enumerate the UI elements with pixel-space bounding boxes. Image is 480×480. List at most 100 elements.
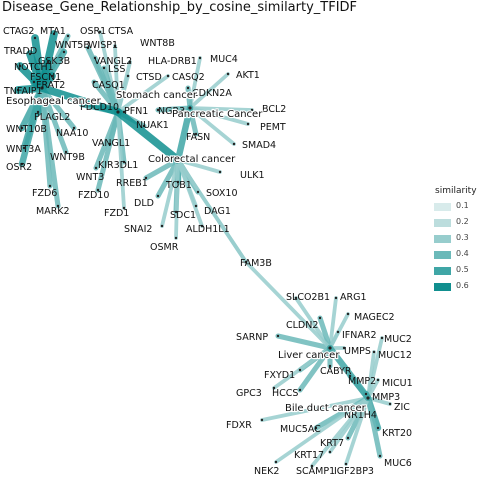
gene-node	[342, 346, 346, 350]
edge	[18, 84, 46, 168]
gene-node	[62, 50, 66, 54]
gene-label: WNT10B	[6, 124, 47, 135]
legend-label: 0.1	[456, 201, 469, 210]
gene-label: SCAMP1	[296, 466, 335, 477]
gene-label: FXYD1	[264, 370, 295, 381]
gene-label: NEK2	[254, 466, 279, 477]
gene-label: SOX10	[206, 188, 238, 199]
gene-node	[372, 350, 376, 354]
gene-node	[126, 74, 130, 78]
gene-node	[272, 386, 276, 390]
edge	[113, 44, 120, 114]
gene-node	[298, 388, 302, 392]
gene-label: TNFAIP1	[3, 86, 43, 97]
disease-label: Esophageal cancer	[6, 96, 102, 107]
gene-label: NOTCH1	[14, 62, 54, 73]
gene-label: ZIC	[394, 402, 410, 413]
edge	[272, 346, 332, 390]
similarity-legend: similarity 0.1 0.2 0.3 0.4 0.5 0.6	[432, 186, 478, 295]
gene-node	[98, 30, 102, 34]
edge	[365, 395, 383, 459]
gene-node	[20, 126, 24, 130]
legend-item: 0.3	[432, 231, 478, 247]
gene-label: WNT3A	[6, 144, 41, 155]
gene-node	[160, 224, 164, 228]
edge	[297, 345, 333, 393]
gene-node	[122, 110, 126, 114]
disease-node	[188, 106, 192, 110]
gene-label: MARK2	[36, 206, 70, 217]
edge	[38, 84, 122, 116]
gene-node	[16, 88, 20, 92]
gene-node	[358, 406, 362, 410]
gene-node	[122, 206, 126, 210]
gene-node	[176, 180, 180, 184]
legend-label: 0.4	[456, 249, 469, 258]
edge	[260, 396, 370, 422]
gene-label: FASN	[186, 132, 210, 143]
gene-label: UMPS	[344, 346, 371, 357]
gene-label: CTSA	[108, 26, 134, 37]
legend-title: similarity	[435, 186, 477, 196]
gene-label: SLCO2B1	[286, 292, 330, 303]
gene-label: FZD10	[78, 190, 109, 201]
gene-label: CTSD	[136, 72, 162, 83]
gene-node	[274, 460, 278, 464]
edge	[176, 158, 248, 264]
edge	[188, 106, 250, 126]
gene-label: OSR1	[80, 26, 106, 37]
gene-node	[128, 60, 132, 64]
gene-label: SMAD4	[242, 140, 276, 151]
gene-node	[246, 122, 250, 126]
gene-node	[200, 224, 204, 228]
gene-label: CDKN2A	[192, 88, 232, 99]
edge	[344, 396, 370, 466]
legend-item: 0.6	[432, 279, 478, 295]
gene-node	[92, 80, 96, 84]
node-layer	[16, 30, 392, 468]
plot-title: Disease_Gene_Relationship_by_cosine_simi…	[2, 0, 358, 15]
edge	[244, 260, 332, 350]
gene-label: GSK3B	[38, 56, 70, 67]
gene-node	[244, 260, 248, 264]
gene-label: MMP3	[372, 392, 400, 403]
gene-node	[46, 60, 50, 64]
gene-node	[174, 210, 178, 214]
gene-node	[344, 462, 348, 466]
edge	[310, 396, 370, 468]
disease-label: Pancreatic Cancer	[172, 109, 263, 120]
gene-node	[250, 108, 254, 112]
gene-node	[314, 426, 318, 430]
gene-node	[28, 52, 32, 56]
edge	[275, 333, 333, 351]
gene-node	[328, 450, 332, 454]
legend-key	[434, 280, 451, 294]
gene-label: WNT3	[76, 172, 104, 183]
gene-label: FSCN1	[30, 72, 61, 83]
gene-label: MUC4	[210, 54, 238, 65]
gene-label: MUC5AC	[280, 424, 321, 435]
legend-key	[434, 216, 451, 230]
gene-label: GPC3	[236, 388, 262, 399]
gene-node	[50, 74, 54, 78]
gene-label: MUC2	[384, 334, 412, 345]
edge	[176, 158, 204, 228]
gene-label: NUAK1	[136, 120, 169, 131]
gene-node	[122, 160, 126, 164]
gene-label: TOB1	[165, 180, 192, 191]
gene-label: IGF2BP3	[334, 466, 374, 477]
gene-node	[276, 334, 280, 338]
gene-node	[194, 204, 198, 208]
gene-label: OSR2	[6, 162, 32, 173]
gene-node	[36, 110, 40, 114]
gene-label: WNT5B	[55, 40, 90, 51]
gene-label: WNT9B	[50, 152, 85, 163]
gene-node	[186, 86, 190, 90]
edge	[39, 85, 61, 209]
gene-label: RREB1	[116, 178, 148, 189]
gene-label: CLDN2	[286, 320, 318, 331]
disease-node	[366, 396, 370, 400]
disease-node	[116, 110, 120, 114]
gene-node	[376, 378, 380, 382]
gene-label: MUC12	[378, 350, 412, 361]
